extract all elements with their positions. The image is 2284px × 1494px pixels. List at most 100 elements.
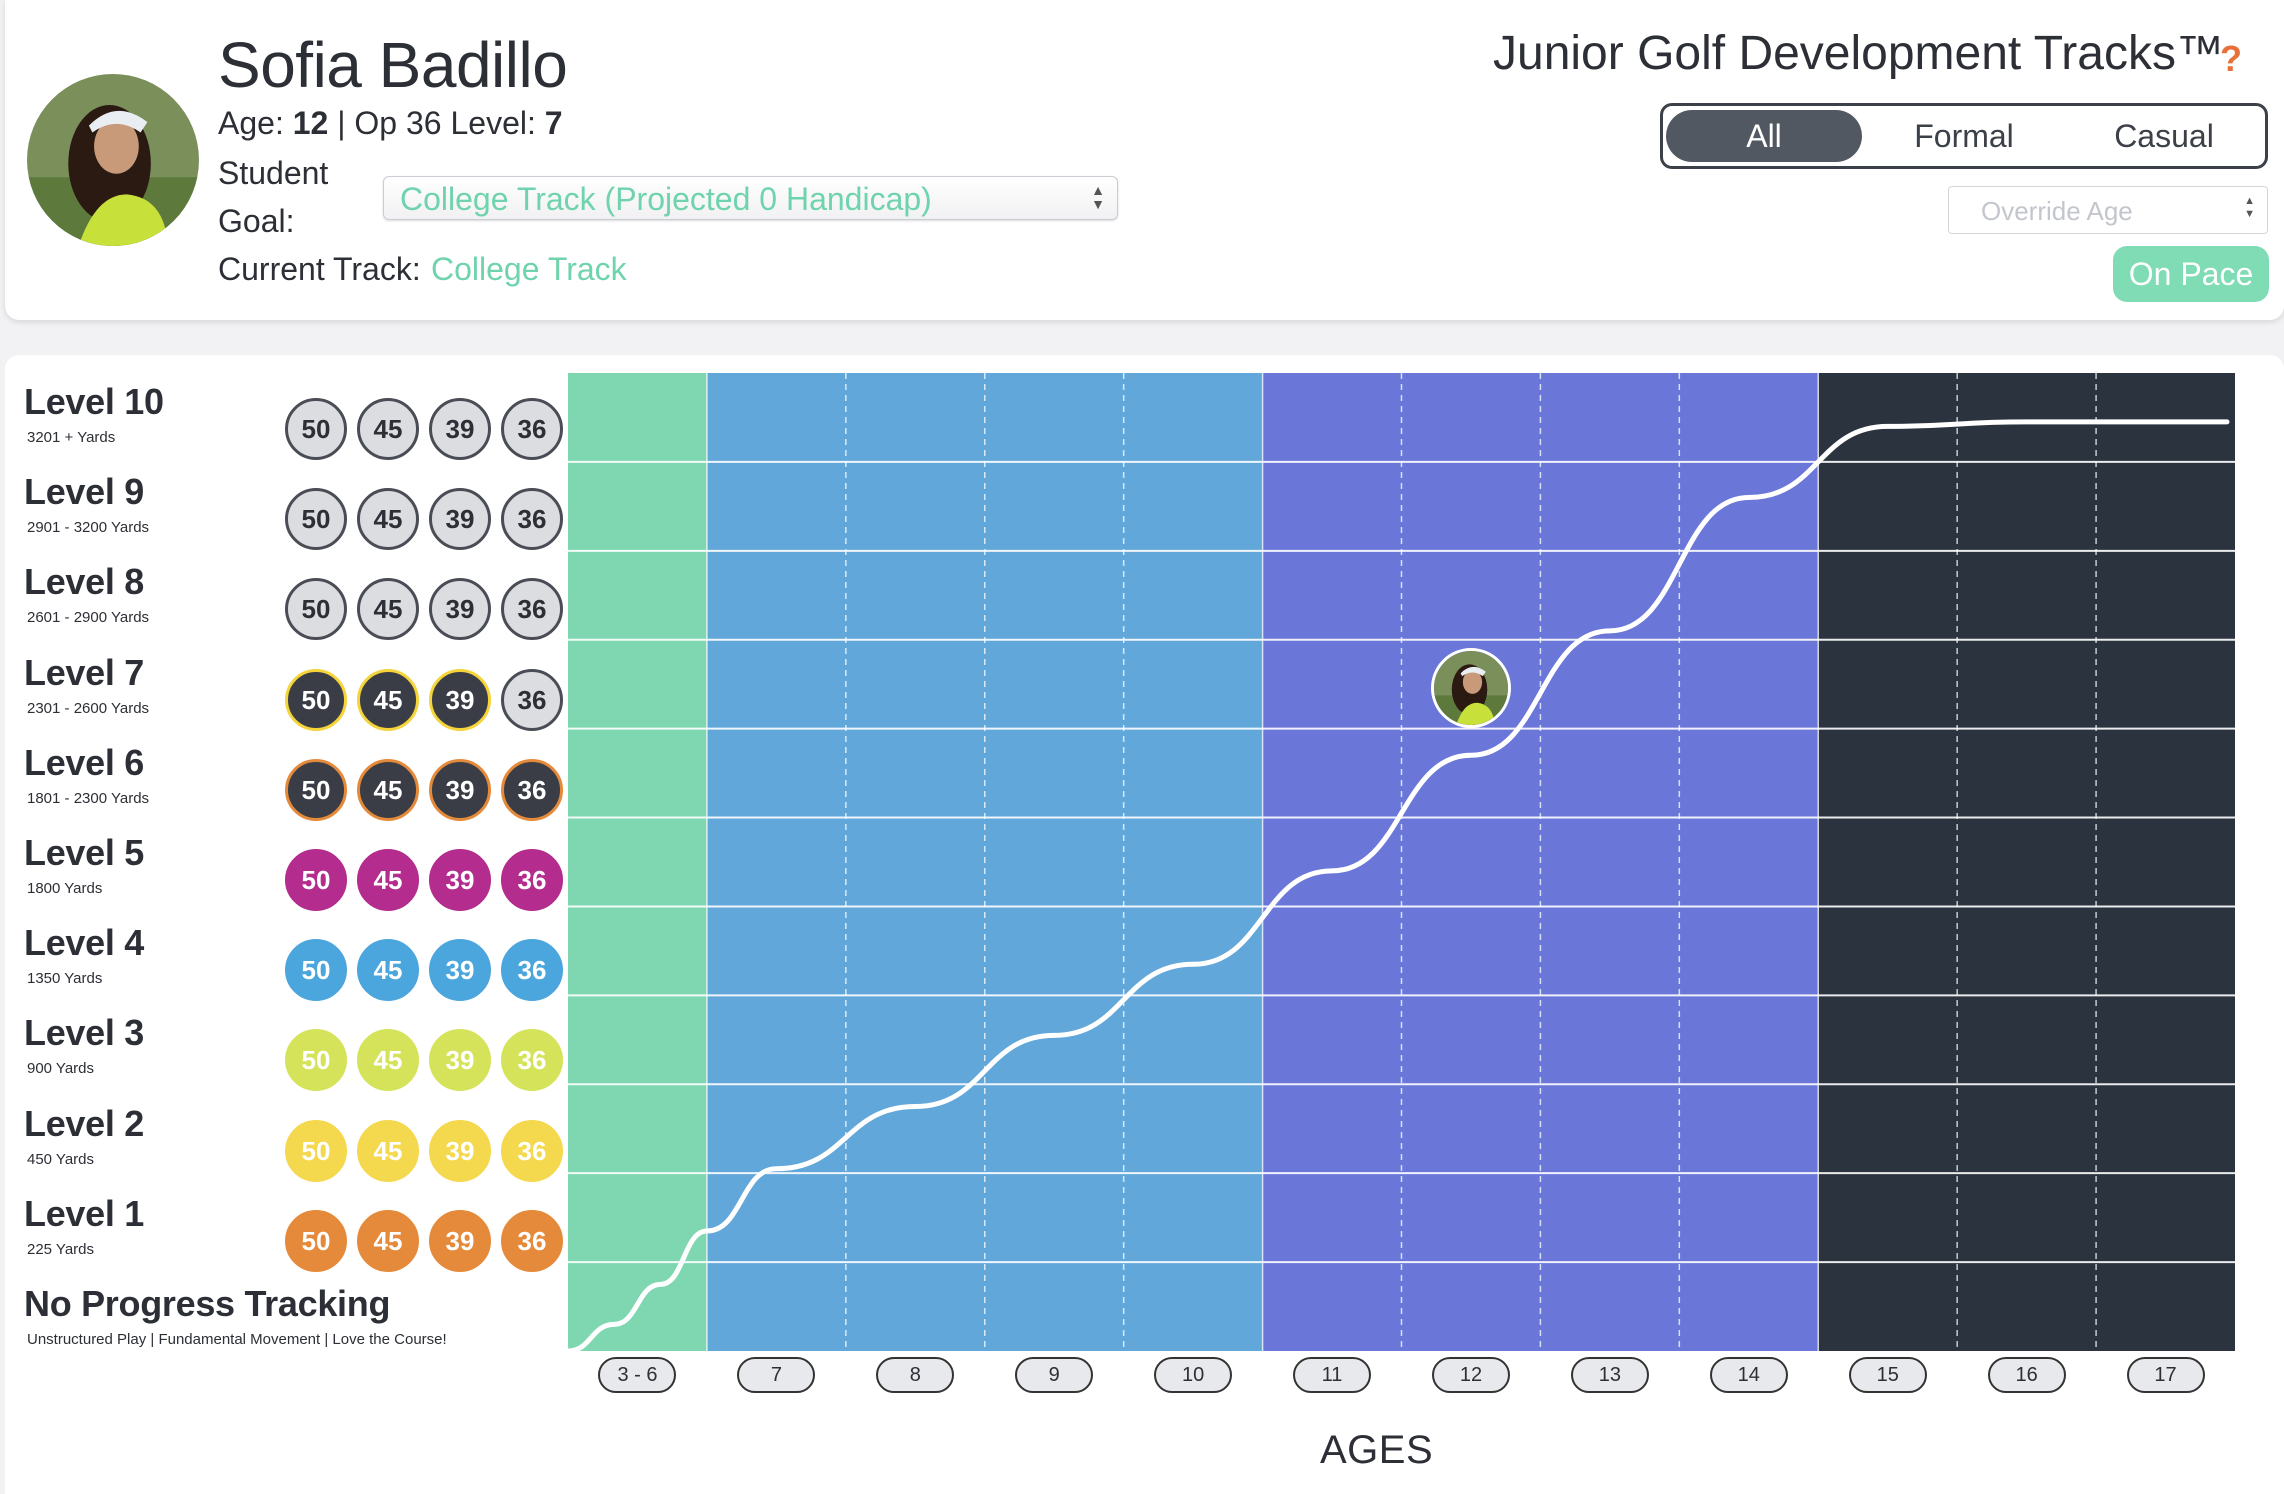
chart-svg [568,373,2235,1351]
level-badge-50[interactable]: 50 [285,398,347,460]
filter-casual-button[interactable]: Casual [2114,118,2214,154]
no-progress-title: No Progress Tracking [24,1283,391,1324]
level-badge-45[interactable]: 45 [357,939,419,1002]
level-badge-50[interactable]: 50 [285,1209,347,1272]
current-track-value: College Track [431,251,627,287]
level-title: Level 3 [24,1012,144,1054]
player-name: Sofia Badillo [218,29,568,101]
age-pill[interactable]: 16 [1987,1357,2066,1393]
level-badge-45[interactable]: 45 [357,849,419,911]
age-pill[interactable]: 7 [737,1357,816,1393]
age-pill[interactable]: 14 [1709,1357,1788,1393]
level-badge-39[interactable]: 39 [429,758,491,821]
level-badge-36[interactable]: 36 [501,758,563,821]
age-pill[interactable]: 10 [1154,1357,1233,1393]
level-row-label: Level 8 2601 - 2900 Yards [24,561,149,626]
player-meta: Age: 12 | Op 36 Level: 7 [218,105,563,142]
age-pill[interactable]: 12 [1431,1357,1510,1393]
help-icon[interactable]: ? [2220,38,2242,79]
level-title: Level 2 [24,1102,144,1144]
level-badge-36[interactable]: 36 [501,939,563,1002]
level-badge-45[interactable]: 45 [357,1029,419,1092]
level-badge-50[interactable]: 50 [285,488,347,551]
level-title: Level 6 [24,741,144,783]
level-row-label: Level 3 900 Yards [24,1012,144,1077]
level-badge-39[interactable]: 39 [429,849,491,911]
level-badge-50[interactable]: 50 [285,1119,347,1182]
level-badge-36[interactable]: 36 [501,668,563,731]
level-row-label: Level 10 3201 + Yards [24,381,164,446]
level-badge-36[interactable]: 36 [501,578,563,641]
level-badge-50[interactable]: 50 [285,849,347,911]
age-band-3 [1818,373,2235,1351]
override-age-input[interactable]: Override Age ▲ ▼ [1948,186,2268,234]
level-badge-36[interactable]: 36 [501,1119,563,1182]
age-pill[interactable]: 15 [1848,1357,1927,1393]
level-badge-39[interactable]: 39 [429,398,491,460]
level-yardage: 2901 - 3200 Yards [27,519,150,537]
student-label: Student [218,155,329,191]
level-badge-45[interactable]: 45 [357,1209,419,1272]
current-track-label: Current Track: [218,251,421,287]
level-badge-39[interactable]: 39 [429,488,491,551]
level-yardage: 1800 Yards [27,880,103,897]
level-badge-50[interactable]: 50 [285,578,347,641]
level-badge-39[interactable]: 39 [429,1119,491,1182]
level-badge-39[interactable]: 39 [429,578,491,641]
level-badge-36[interactable]: 36 [501,1029,563,1092]
level-title: Level 7 [24,651,144,693]
level-badge-36[interactable]: 36 [501,849,563,911]
level-badge-36[interactable]: 36 [501,398,563,460]
level-badge-39[interactable]: 39 [429,668,491,731]
level-badge-39[interactable]: 39 [429,1209,491,1272]
age-pill[interactable]: 11 [1293,1357,1372,1393]
age-pill[interactable]: 3 - 6 [598,1357,677,1393]
level-badge-50[interactable]: 50 [285,939,347,1002]
player-photo-icon [1434,651,1508,725]
goal-label: Goal: [218,203,295,239]
player-photo-icon [27,74,199,246]
level-title: Level 5 [24,832,144,873]
player-marker[interactable] [1431,648,1511,728]
level-badge-45[interactable]: 45 [357,1119,419,1182]
level-title: Level 10 [24,381,164,422]
no-progress-label: No Progress Tracking Unstructured Play | … [24,1283,447,1348]
track-filter: All Formal Casual [1660,103,2268,169]
level-row-label: Level 2 450 Yards [24,1103,144,1168]
age-value: 12 [292,105,329,141]
goal-select-value: College Track (Projected 0 Handicap) [400,181,932,217]
override-age-placeholder: Override Age [1981,196,2133,226]
level-badge-45[interactable]: 45 [357,488,419,551]
select-arrows-icon: ▲ ▼ [1091,182,1105,212]
stepper-icon[interactable]: ▲ ▼ [2244,195,2255,220]
level-yardage: 900 Yards [27,1060,94,1078]
level-badge-45[interactable]: 45 [357,578,419,641]
level-title: Level 4 [24,922,144,964]
age-pill[interactable]: 8 [876,1357,955,1393]
filter-formal-button[interactable]: Formal [1914,118,2014,154]
level-row-label: Level 5 1800 Yards [24,832,144,897]
level-yardage: 2601 - 2900 Yards [27,609,150,627]
goal-select[interactable]: College Track (Projected 0 Handicap) ▲ ▼ [383,176,1118,220]
level-badge-39[interactable]: 39 [429,939,491,1002]
level-row-label: Level 4 1350 Yards [24,922,144,987]
level-badge-36[interactable]: 36 [501,488,563,551]
level-badge-50[interactable]: 50 [285,1029,347,1092]
level-badge-50[interactable]: 50 [285,668,347,731]
level-badge-36[interactable]: 36 [501,1209,563,1272]
level-label: | Op 36 Level: [328,105,545,141]
age-pill[interactable]: 9 [1015,1357,1094,1393]
app-title: Junior Golf Development Tracks™ [1493,27,2224,80]
level-badge-39[interactable]: 39 [429,1029,491,1092]
level-badge-45[interactable]: 45 [357,398,419,460]
level-badge-45[interactable]: 45 [357,668,419,731]
level-row-label: Level 7 2301 - 2600 Yards [24,652,149,717]
level-badge-45[interactable]: 45 [357,758,419,821]
no-progress-subtitle: Unstructured Play | Fundamental Movement… [27,1331,447,1348]
age-pill[interactable]: 13 [1570,1357,1649,1393]
filter-all-button[interactable]: All [1666,110,1862,162]
track-curve [568,419,2230,1351]
development-chart [568,373,2235,1351]
age-pill[interactable]: 17 [2126,1357,2205,1393]
level-badge-50[interactable]: 50 [285,758,347,821]
